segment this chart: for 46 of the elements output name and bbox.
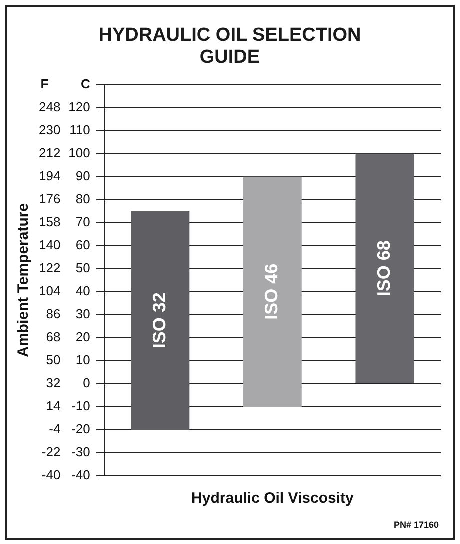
y2-tick-label: 140 [38, 237, 61, 252]
y2-tick-label: 230 [38, 122, 61, 138]
y-tick-label: 50 [76, 260, 90, 276]
y2-tick-label: -4 [49, 422, 61, 437]
y-tick-label: 70 [76, 214, 90, 230]
y2-tick-label: -40 [42, 468, 61, 483]
text: F [40, 76, 49, 92]
y2-tick-label: 68 [46, 330, 61, 345]
x-tick-label: ISO 46 [262, 264, 282, 320]
y-tick-label: 110 [70, 122, 90, 138]
y2-tick-label: -22 [42, 444, 61, 460]
text: C [80, 76, 91, 92]
bar [356, 154, 414, 384]
chart-title: HYDRAULIC OIL SELECTION GUIDE [98, 25, 362, 69]
y2-tick-label: 32 [46, 376, 61, 391]
text: PN# 17160 [394, 520, 439, 530]
bar [131, 211, 190, 430]
y-tick-label: -10 [72, 398, 90, 414]
x-tick-label: ISO 68 [374, 240, 394, 297]
y2-tick-label: 248 [38, 99, 61, 114]
y2-tick-label: 158 [38, 214, 61, 230]
y2-axis-title: Ambient Temperature [15, 203, 32, 358]
y-tick-label: 60 [76, 237, 90, 252]
y-tick-label: -30 [72, 444, 90, 460]
x-tick-label: ISO 32 [149, 292, 170, 349]
y2-tick-label: 212 [38, 145, 61, 160]
y2-tick-label: 50 [46, 352, 61, 368]
y2-tick-label: 122 [38, 260, 61, 276]
y-tick-label: -20 [72, 422, 90, 437]
y-tick-label: 40 [76, 283, 90, 298]
y2-tick-label: 104 [38, 283, 61, 298]
y2-tick-label: 86 [46, 306, 61, 322]
y-tick-label: 30 [76, 306, 90, 322]
y-tick-label: 80 [76, 191, 90, 206]
y-tick-label: 10 [76, 352, 90, 368]
y-tick-label: 100 [68, 145, 90, 160]
bar [244, 176, 302, 407]
y2-tick-label: 194 [38, 168, 61, 184]
y2-tick-label: 14 [46, 398, 61, 414]
y-tick-label: 20 [76, 330, 90, 345]
y-tick-label: 0 [83, 376, 90, 391]
y-tick-label: 120 [68, 99, 90, 114]
y-tick-label: 90 [76, 168, 90, 184]
y2-tick-label: 176 [38, 191, 61, 206]
y-tick-label: -40 [72, 468, 90, 483]
x-axis-title: Hydraulic Oil Viscosity [192, 490, 354, 508]
